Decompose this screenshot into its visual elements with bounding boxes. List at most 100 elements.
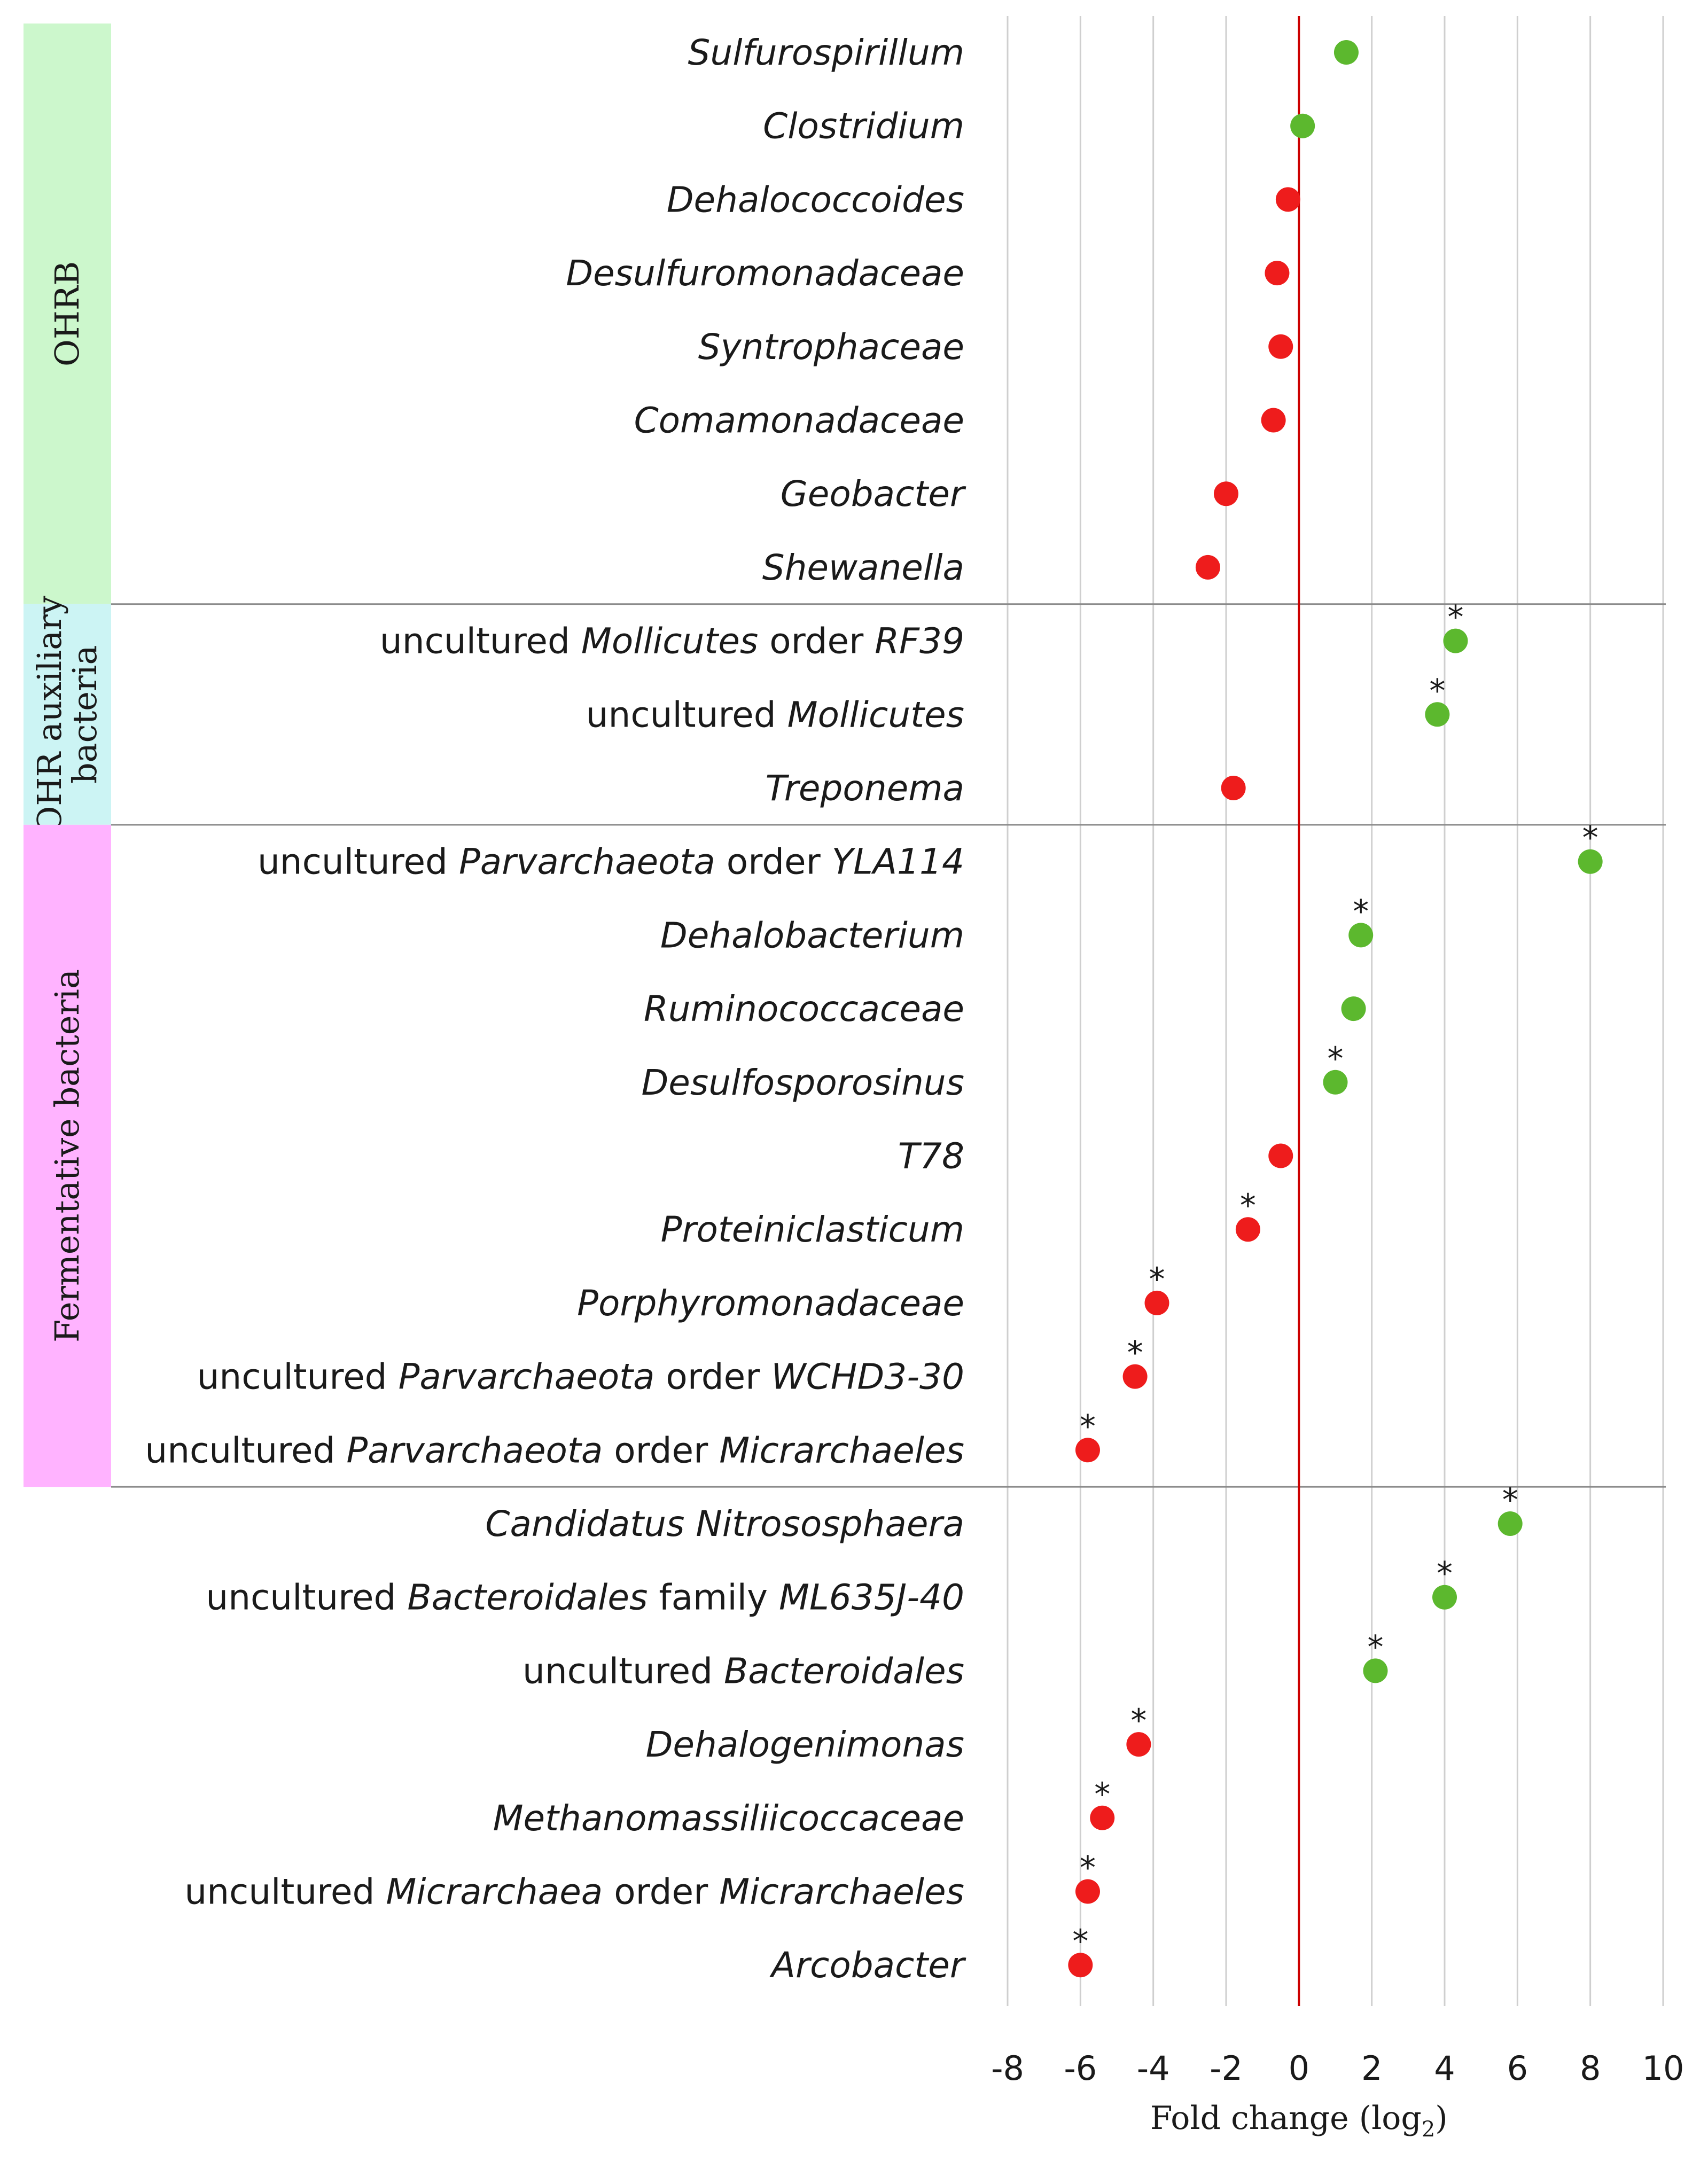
group-label: OHRB	[48, 261, 87, 366]
taxon-label-part: Micrarchaeles	[719, 1871, 964, 1913]
taxon-label: uncultured Parvarchaeota order Micrarcha…	[145, 1430, 964, 1471]
taxon-label: Dehalogenimonas	[646, 1724, 964, 1765]
data-point	[1333, 40, 1359, 65]
taxon-label-part: WCHD3-30	[771, 1356, 964, 1398]
taxon-label-part: uncultured	[184, 1871, 386, 1913]
taxon-label-part: uncultured	[522, 1650, 724, 1691]
significance-star: *	[1328, 1040, 1344, 1078]
taxon-label-part: Proteiniclasticum	[661, 1209, 964, 1250]
taxon-label-part: Parvarchaeota	[459, 841, 715, 883]
group-bands: OHRB OHR auxiliarybacteria Fermentative ba…	[24, 24, 111, 1487]
taxon-label: Porphyromonadaceae	[577, 1283, 964, 1324]
taxon-label: Dehalobacterium	[660, 915, 964, 956]
taxon-label-part: RF39	[875, 621, 964, 662]
group-band	[24, 24, 111, 604]
taxon-label-part: Candidatus Nitrososphaera	[485, 1503, 964, 1544]
x-tick-label: 2	[1361, 2049, 1382, 2088]
taxon-label-part: order	[603, 1430, 719, 1471]
data-point	[1323, 1070, 1348, 1095]
taxon-label-part: Dehalobacterium	[660, 915, 964, 956]
data-point	[1498, 1511, 1523, 1536]
taxon-label-part: Bacteroidales	[724, 1650, 964, 1691]
x-tick-label: 0	[1289, 2049, 1309, 2088]
taxon-label-part: order	[603, 1871, 719, 1913]
significance-star: *	[1429, 672, 1445, 709]
data-point	[1425, 702, 1450, 727]
group-label-line: Fermentative bacteria	[48, 969, 87, 1343]
data-point	[1268, 1143, 1293, 1168]
group-separators	[111, 603, 1666, 1488]
taxon-label-part: Geobacter	[781, 473, 966, 514]
taxon-label-part: Mollicutes	[581, 621, 758, 662]
x-tick-label: -2	[1210, 2049, 1243, 2088]
significance-star: *	[1502, 1481, 1518, 1519]
taxon-label-part: YLA114	[832, 841, 964, 883]
taxon-label-part: Ruminococcaceae	[644, 988, 964, 1029]
taxon-label: Geobacter	[781, 473, 966, 514]
data-point	[1235, 1217, 1260, 1242]
data-point	[1090, 1805, 1115, 1830]
taxon-label-part: family	[648, 1577, 779, 1618]
significance-star: *	[1437, 1555, 1453, 1593]
data-point	[1348, 923, 1374, 948]
significance-star: *	[1127, 1335, 1143, 1372]
taxon-label-part: Desulfosporosinus	[641, 1062, 964, 1103]
taxon-label-part: uncultured	[586, 694, 787, 735]
taxon-label: Methanomassiliicoccaceae	[493, 1798, 964, 1839]
taxon-label-part: Methanomassiliicoccaceae	[493, 1798, 964, 1839]
taxon-label: uncultured Micrarchaea order Micrarchael…	[184, 1871, 964, 1913]
data-point	[1214, 481, 1238, 506]
x-tick-label: 6	[1507, 2049, 1528, 2088]
x-axis-title-subscript: 2	[1422, 2117, 1435, 2142]
taxon-label: Desulfosporosinus	[641, 1062, 964, 1103]
taxon-label: Dehalococcoides	[667, 179, 964, 220]
taxon-label: uncultured Bacteroidales	[522, 1650, 964, 1691]
data-point	[1341, 996, 1366, 1021]
data-point	[1122, 1364, 1148, 1389]
x-tick-label: -4	[1137, 2049, 1170, 2088]
x-tick-label: 8	[1580, 2049, 1601, 2088]
taxon-label-part: uncultured	[206, 1577, 407, 1618]
taxon-label: Comamonadaceae	[634, 400, 964, 441]
significance-star: *	[1447, 599, 1463, 636]
data-point	[1443, 628, 1468, 653]
taxon-label-part: uncultured	[145, 1430, 346, 1471]
grid-lines	[1007, 16, 1664, 2006]
x-tick-label: 4	[1434, 2049, 1455, 2088]
data-point	[1265, 261, 1290, 286]
data-point	[1290, 113, 1315, 138]
taxon-label: uncultured Parvarchaeota order WCHD3-30	[197, 1356, 964, 1398]
data-point	[1195, 555, 1220, 580]
x-tick-label: 10	[1642, 2049, 1684, 2088]
taxon-labels: Sulfurospirillum Clostridium Dehalococcoid…	[145, 32, 966, 1986]
taxon-label-part: Shewanella	[762, 547, 964, 588]
data-point	[1578, 849, 1603, 874]
group-label: Fermentative bacteria	[48, 969, 87, 1343]
x-axis-title: Fold change (log2)	[1150, 2100, 1448, 2142]
taxon-label: Clostridium	[763, 106, 964, 147]
taxon-label-part: Porphyromonadaceae	[577, 1283, 964, 1324]
taxon-label-part: Dehalogenimonas	[646, 1724, 964, 1765]
data-point	[1432, 1585, 1457, 1610]
significance-star: *	[1130, 1702, 1147, 1739]
group-label-line: OHRB	[48, 261, 87, 366]
data-point	[1268, 334, 1293, 359]
taxon-label-part: Sulfurospirillum	[688, 32, 964, 73]
taxon-label: Desulfuromonadaceae	[566, 253, 964, 294]
significance-star: *	[1072, 1923, 1088, 1960]
taxon-label: Candidatus Nitrososphaera	[485, 1503, 964, 1544]
taxon-label-part: Dehalococcoides	[667, 179, 964, 220]
taxon-label-part: order	[654, 1356, 771, 1398]
taxon-label-part: Desulfuromonadaceae	[566, 253, 964, 294]
taxon-label-part: Syntrophaceae	[698, 326, 964, 368]
significance-star: *	[1353, 893, 1369, 930]
significance-markers: ****************	[1072, 599, 1598, 1961]
group-label-line: OHR auxiliary	[30, 596, 69, 833]
taxon-label-part: uncultured	[197, 1356, 399, 1398]
taxon-label-part: Comamonadaceae	[634, 400, 964, 441]
significance-star: *	[1149, 1261, 1165, 1298]
taxon-label-part: T78	[898, 1136, 964, 1177]
taxon-label: uncultured Parvarchaeota order YLA114	[258, 841, 964, 883]
taxon-label-part: Treponema	[766, 768, 964, 809]
